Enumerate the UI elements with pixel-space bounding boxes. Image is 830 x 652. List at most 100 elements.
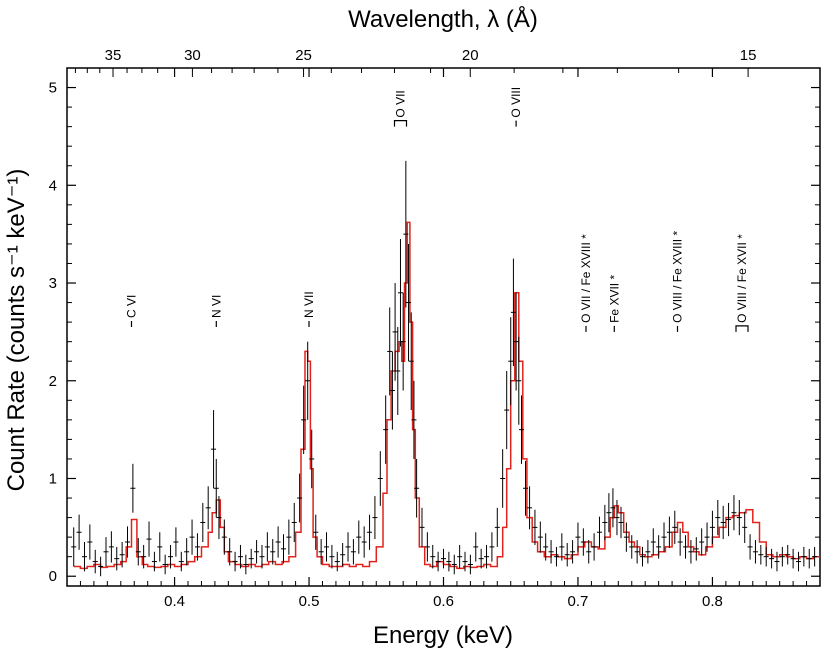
data-point xyxy=(151,551,157,572)
line-annotation: C VI xyxy=(125,295,139,327)
y-tick-label: 1 xyxy=(49,470,57,487)
model-series xyxy=(73,221,820,570)
line-annotation: O VII xyxy=(394,90,408,127)
data-point xyxy=(318,539,324,565)
data-point xyxy=(543,533,549,561)
data-point xyxy=(467,554,473,575)
data-point xyxy=(119,542,125,568)
data-point xyxy=(457,544,463,569)
data-point xyxy=(790,548,796,569)
data-point xyxy=(389,351,395,430)
data-point xyxy=(462,551,468,572)
data-point xyxy=(537,521,543,553)
data-point xyxy=(205,486,211,530)
data-point xyxy=(146,521,152,557)
data-point xyxy=(758,544,764,565)
y-tick-label: 2 xyxy=(49,373,57,390)
data-point xyxy=(411,380,417,459)
annotation-label: O VIII xyxy=(509,87,523,118)
data-point xyxy=(489,532,495,562)
data-point xyxy=(661,522,667,552)
y-tick-label: 4 xyxy=(49,177,57,194)
data-point xyxy=(92,549,98,574)
data-point xyxy=(259,544,265,569)
data-point xyxy=(76,514,82,550)
data-point xyxy=(634,540,640,564)
y-tick-label: 3 xyxy=(49,275,57,292)
annotation-label: O VII xyxy=(394,90,408,117)
data-point xyxy=(618,506,624,539)
data-point xyxy=(334,551,340,572)
data-point xyxy=(435,551,441,572)
data-point xyxy=(114,546,120,571)
data-point xyxy=(623,522,629,552)
data-point xyxy=(87,524,93,560)
data-point xyxy=(720,505,726,540)
data-point xyxy=(81,542,87,572)
data-point xyxy=(812,546,818,567)
annotation-label: O VIII / Fe XVIII * xyxy=(671,231,685,323)
line-annotations: C VI N VI N VII O VII O VIII O VII / Fe XVIII… xyxy=(125,87,749,332)
data-point xyxy=(596,516,602,548)
data-point xyxy=(785,544,791,565)
data-point xyxy=(403,160,409,308)
data-point xyxy=(779,546,785,567)
data-point xyxy=(173,527,179,557)
data-point xyxy=(516,336,522,425)
data-point xyxy=(162,554,168,575)
data-point xyxy=(774,551,780,572)
data-point xyxy=(221,519,227,555)
annotation-label: O VII / Fe XVIII * xyxy=(579,234,593,323)
line-annotation: O VIII xyxy=(509,87,523,127)
data-point xyxy=(693,537,699,561)
line-annotation: N VII xyxy=(302,291,316,327)
data-point xyxy=(270,539,276,565)
data-point xyxy=(135,538,141,566)
y-tick-label: 5 xyxy=(49,80,57,97)
data-point xyxy=(232,551,238,572)
data-point xyxy=(392,283,398,381)
data-point xyxy=(397,239,403,347)
data-series xyxy=(71,160,818,577)
data-point xyxy=(424,532,430,562)
data-point xyxy=(688,540,694,564)
data-point xyxy=(586,540,592,564)
data-point xyxy=(211,410,217,489)
line-annotation: O VIII / Fe XVIII * xyxy=(671,231,685,332)
data-point xyxy=(227,538,233,566)
data-point xyxy=(747,534,753,560)
annotation-label: C VI xyxy=(125,295,139,318)
data-point xyxy=(419,507,425,547)
data-point xyxy=(510,258,516,367)
data-point xyxy=(313,514,319,550)
data-point xyxy=(553,546,559,567)
data-point xyxy=(478,548,484,569)
data-point xyxy=(286,519,292,555)
data-point xyxy=(400,292,406,391)
data-point xyxy=(564,542,570,567)
line-annotation: O VIII / Fe XVII * xyxy=(735,234,749,332)
data-point xyxy=(606,493,612,533)
data-point xyxy=(801,546,807,567)
data-point xyxy=(168,544,174,569)
line-annotation: N VI xyxy=(209,295,223,327)
x-tick-label: 0.4 xyxy=(164,593,185,610)
data-point xyxy=(103,537,109,567)
annotation-label: Fe XVII * xyxy=(607,275,621,323)
data-point xyxy=(387,307,393,396)
data-point xyxy=(451,554,457,575)
line-annotation: Fe XVII * xyxy=(607,275,621,332)
data-point xyxy=(446,551,452,572)
data-point xyxy=(570,540,576,564)
data-point xyxy=(194,533,200,561)
data-point xyxy=(125,526,131,558)
data-point xyxy=(742,511,748,543)
data-point xyxy=(672,510,678,544)
top-tick-label: 20 xyxy=(462,47,479,64)
data-point xyxy=(629,535,635,559)
x-tick-label: 0.6 xyxy=(433,593,454,610)
data-point xyxy=(500,449,506,508)
data-point xyxy=(752,540,758,564)
data-point xyxy=(108,531,114,563)
data-point xyxy=(356,520,362,554)
